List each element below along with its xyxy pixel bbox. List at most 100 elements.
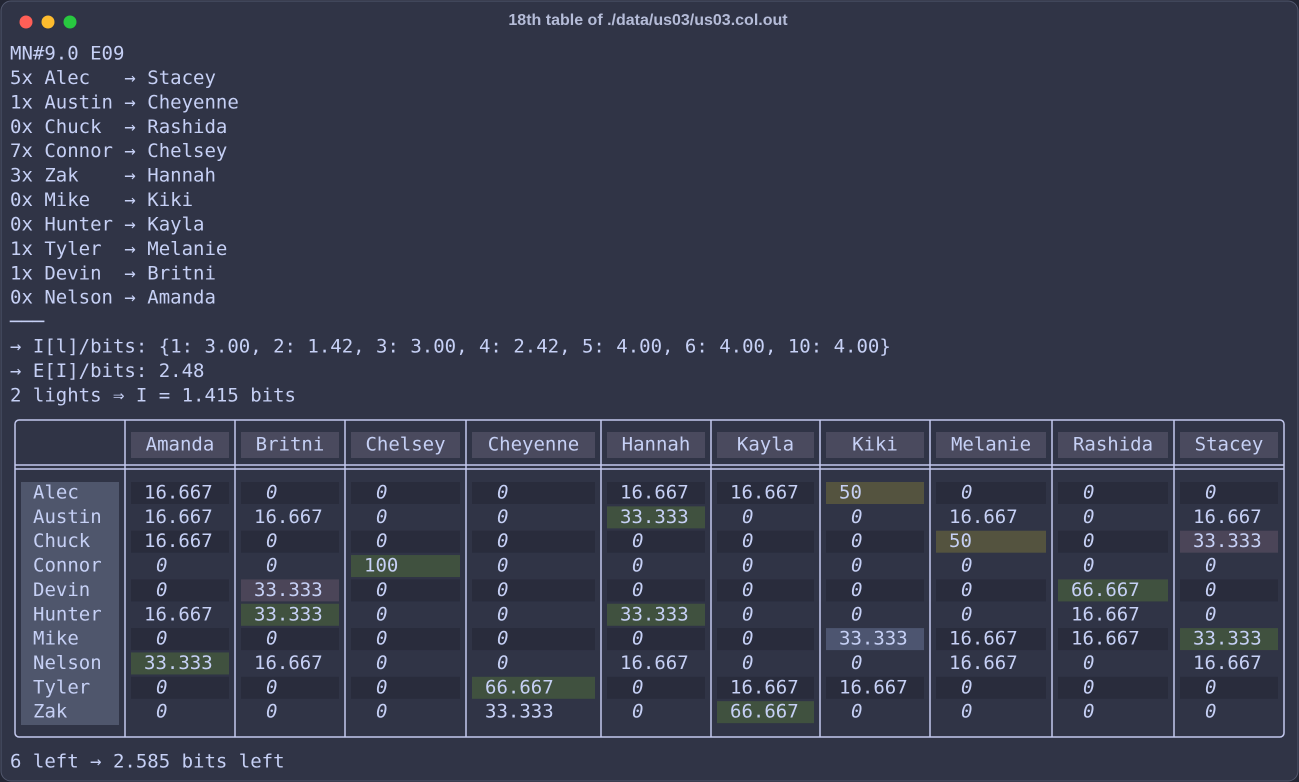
cell-background bbox=[607, 506, 705, 529]
header-cell bbox=[936, 432, 1046, 458]
table-cell: 0 bbox=[266, 628, 277, 650]
cell-background bbox=[351, 628, 460, 651]
table-cell: 0 bbox=[742, 579, 753, 601]
table-cell: 0 bbox=[961, 579, 972, 601]
cell-background bbox=[1058, 482, 1168, 504]
table-cell: 0 bbox=[851, 530, 862, 552]
cell-background bbox=[472, 482, 595, 504]
close-button[interactable] bbox=[19, 15, 33, 29]
table-cell: 16.667 bbox=[839, 676, 908, 698]
cell-background bbox=[826, 579, 924, 602]
table-cell: 33.333 bbox=[144, 652, 213, 674]
table-cell: 0 bbox=[851, 701, 862, 723]
cell-background bbox=[826, 482, 924, 504]
cell-background bbox=[1058, 676, 1168, 699]
table-cell: 50 bbox=[839, 482, 862, 504]
table-cell: 0 bbox=[1205, 482, 1216, 504]
table-cell: 50 bbox=[949, 530, 972, 552]
table-cell: 33.333 bbox=[839, 628, 908, 650]
cell-background bbox=[607, 628, 705, 651]
cell-background bbox=[131, 482, 229, 504]
table-cell: 0 bbox=[266, 701, 277, 723]
cell-background bbox=[607, 603, 705, 626]
table-cell: 33.333 bbox=[1193, 628, 1262, 650]
cell-background bbox=[351, 676, 460, 699]
header-cell bbox=[472, 432, 595, 458]
table-cell: 0 bbox=[376, 530, 387, 552]
cell-background bbox=[826, 676, 924, 699]
table-cell: 0 bbox=[851, 579, 862, 601]
table-cell: 0 bbox=[376, 652, 387, 674]
table-cell: 0 bbox=[1205, 676, 1216, 698]
header-cell bbox=[131, 432, 229, 458]
table-cell: 16.667 bbox=[144, 530, 213, 552]
row-label: Alec bbox=[33, 482, 79, 504]
table-cell: 0 bbox=[497, 603, 508, 625]
table-cell: 16.667 bbox=[144, 506, 213, 528]
table-cell: 0 bbox=[632, 676, 643, 698]
table-cell: 0 bbox=[376, 482, 387, 504]
output-line: → E[I]/bits: 2.48 bbox=[10, 360, 204, 382]
column-header: Melanie bbox=[951, 434, 1031, 456]
table-cell: 16.667 bbox=[949, 652, 1018, 674]
cell-background bbox=[936, 579, 1046, 602]
table-cell: 0 bbox=[632, 555, 643, 577]
column-header: Amanda bbox=[146, 434, 215, 456]
header-cell bbox=[241, 432, 339, 458]
table-cell: 0 bbox=[1083, 506, 1094, 528]
cell-background bbox=[241, 530, 339, 553]
row-label: Mike bbox=[33, 628, 79, 650]
cell-background bbox=[472, 628, 595, 651]
table-border bbox=[14, 419, 1285, 738]
cell-background bbox=[241, 579, 339, 602]
table-cell: 0 bbox=[1083, 555, 1094, 577]
table-cell: 33.333 bbox=[620, 603, 689, 625]
table-cell: 0 bbox=[742, 652, 753, 674]
row-label: Connor bbox=[33, 555, 102, 577]
table-cell: 0 bbox=[1083, 652, 1094, 674]
minimize-button[interactable] bbox=[41, 15, 55, 29]
column-header: Kiki bbox=[852, 434, 898, 456]
table-cell: 0 bbox=[497, 579, 508, 601]
cell-background bbox=[1180, 530, 1278, 553]
table-cell: 0 bbox=[376, 506, 387, 528]
table-cell: 0 bbox=[632, 628, 643, 650]
table-cell: 0 bbox=[1083, 530, 1094, 552]
cell-background bbox=[472, 676, 595, 699]
table-cell: 16.667 bbox=[254, 506, 323, 528]
table-cell: 0 bbox=[266, 676, 277, 698]
table-cell: 0 bbox=[156, 628, 167, 650]
cell-background bbox=[717, 579, 814, 602]
cell-background bbox=[717, 530, 814, 553]
cell-background bbox=[1180, 482, 1278, 504]
maximize-button[interactable] bbox=[63, 15, 77, 29]
table-cell: 0 bbox=[497, 506, 508, 528]
cell-background bbox=[351, 530, 460, 553]
output-line: 0x Nelson → Amanda bbox=[10, 287, 216, 309]
table-cell: 0 bbox=[1205, 603, 1216, 625]
table-cell: 16.667 bbox=[620, 652, 689, 674]
table-cell: 33.333 bbox=[254, 579, 323, 601]
cell-background bbox=[472, 530, 595, 553]
cell-background bbox=[717, 676, 814, 699]
cell-background bbox=[717, 701, 814, 724]
table-cell: 0 bbox=[632, 701, 643, 723]
cell-background bbox=[131, 530, 229, 553]
row-label: Zak bbox=[33, 701, 68, 723]
cell-background bbox=[351, 555, 460, 578]
cell-background bbox=[351, 579, 460, 602]
cell-background bbox=[131, 652, 229, 675]
cell-background bbox=[936, 676, 1046, 699]
cell-background bbox=[607, 676, 705, 699]
cell-background bbox=[1180, 579, 1278, 602]
header-cell bbox=[826, 432, 924, 458]
cell-background bbox=[241, 628, 339, 651]
table-cell: 0 bbox=[1205, 555, 1216, 577]
table-cell: 0 bbox=[961, 676, 972, 698]
table-cell: 0 bbox=[1083, 482, 1094, 504]
table-cell: 0 bbox=[156, 676, 167, 698]
cell-background bbox=[607, 530, 705, 553]
table-cell: 66.667 bbox=[485, 676, 554, 698]
